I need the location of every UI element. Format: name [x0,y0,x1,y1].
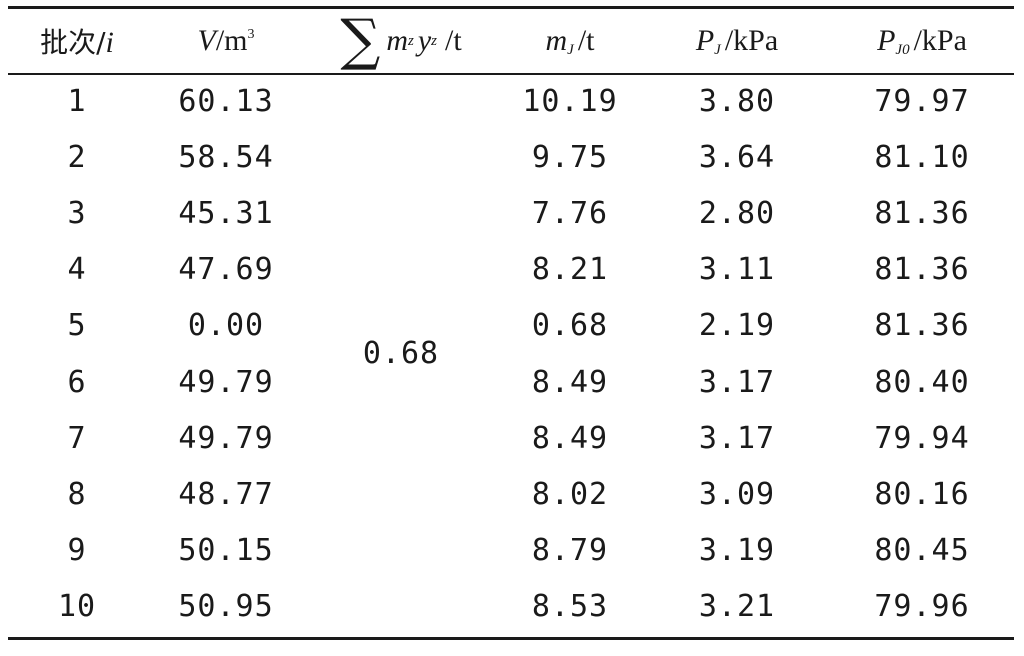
cell-pj0: 81.36 [874,195,970,231]
table-row: 8 48.77 8.02 3.09 80.16 [8,466,1014,522]
cell-volume: 58.54 [178,139,274,175]
cell-mass: 8.49 [531,420,609,456]
cell-batch: 8 [67,476,87,512]
header-pressure: PJ/kPa [695,23,779,58]
cell-sum-merged: 0.68 [362,336,440,372]
cell-volume: 49.79 [178,364,274,400]
cell-volume: 60.13 [178,83,274,119]
header-batch: 批次/i [40,26,114,59]
cell-batch: 1 [67,83,87,119]
cell-batch: 2 [67,139,87,175]
cell-mass: 8.21 [531,252,609,288]
header-sum: ∑ m z y z /t [340,8,462,73]
table-row: 4 47.69 8.21 3.11 81.36 [8,242,1014,298]
cell-mass: 0.68 [531,308,609,344]
cell-mass: 10.19 [522,83,618,119]
header-pressure-0: PJ0/kPa [877,23,967,58]
table-row: 5 0.00 0.68 2.19 81.36 [8,298,1014,354]
table-row: 1 60.13 0.68 10.19 3.80 79.97 [8,73,1014,372]
cell-volume: 50.95 [178,589,274,625]
data-table: 批次/i V/m3 ∑ m z y z /t mJ/t PJ/kPa PJ0/kPa 1… [8,9,1014,635]
table-row: 9 50.15 8.79 3.19 80.45 [8,523,1014,579]
cell-batch: 4 [67,252,87,288]
table-bottom-rule [8,637,1014,640]
cell-pj: 2.80 [698,195,776,231]
cell-volume: 45.31 [178,195,274,231]
cell-pj0: 80.40 [874,364,970,400]
cell-pj0: 81.10 [874,139,970,175]
table-row: 2 58.54 9.75 3.64 81.10 [8,129,1014,185]
cell-batch: 3 [67,195,87,231]
cell-pj0: 80.45 [874,533,970,569]
cell-batch: 10 [57,589,97,625]
cell-mass: 8.02 [531,476,609,512]
cell-pj: 3.19 [698,533,776,569]
cell-mass: 8.53 [531,589,609,625]
cell-batch: 7 [67,420,87,456]
cell-batch: 5 [67,308,87,344]
cell-pj0: 81.36 [874,252,970,288]
cell-volume: 0.00 [187,308,265,344]
cell-pj0: 79.94 [874,420,970,456]
cell-mass: 8.79 [531,533,609,569]
cell-mass: 9.75 [531,139,609,175]
cell-pj: 3.17 [698,420,776,456]
cell-volume: 49.79 [178,420,274,456]
cell-pj0: 81.36 [874,308,970,344]
cell-pj: 3.64 [698,139,776,175]
table-header-rule [8,73,1014,75]
cell-batch: 6 [67,364,87,400]
cell-pj: 3.11 [698,252,776,288]
cell-volume: 47.69 [178,252,274,288]
cell-pj: 3.21 [698,589,776,625]
table-row: 7 49.79 8.49 3.17 79.94 [8,410,1014,466]
table-row: 3 45.31 7.76 2.80 81.36 [8,185,1014,241]
table-row: 10 50.95 8.53 3.21 79.96 [8,579,1014,635]
cell-volume: 50.15 [178,533,274,569]
cell-batch: 9 [67,533,87,569]
table-header-row: 批次/i V/m3 ∑ m z y z /t mJ/t PJ/kPa PJ0/kPa [8,9,1014,73]
cell-pj0: 79.96 [874,589,970,625]
cell-pj0: 80.16 [874,476,970,512]
cell-pj: 3.80 [698,83,776,119]
cell-mass: 8.49 [531,364,609,400]
cell-pj0: 79.97 [874,83,970,119]
cell-volume: 48.77 [178,476,274,512]
table-top-rule [8,6,1014,9]
header-volume: V/m3 [197,24,255,57]
cell-pj: 3.09 [698,476,776,512]
cell-pj: 3.17 [698,364,776,400]
cell-pj: 2.19 [698,308,776,344]
cell-mass: 7.76 [531,195,609,231]
table-row: 6 49.79 8.49 3.17 80.40 [8,354,1014,410]
header-mass: mJ/t [545,23,595,58]
